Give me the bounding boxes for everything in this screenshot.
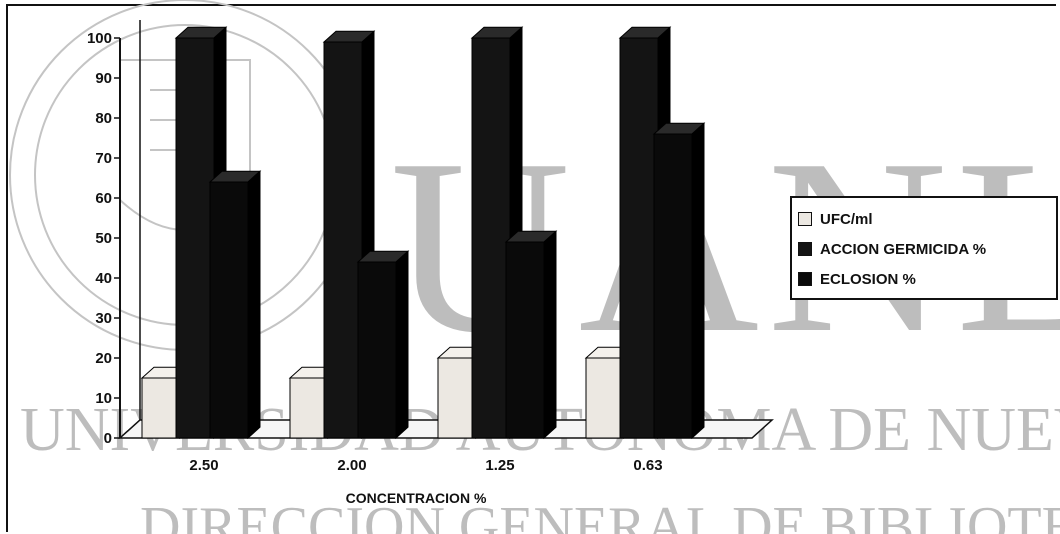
legend-item: UFC/ml [798, 204, 1056, 234]
y-tick-label: 100 [87, 30, 112, 47]
bar [323, 41, 363, 439]
y-tick-label: 0 [104, 430, 112, 447]
y-tick-label: 10 [95, 390, 112, 407]
x-tick-label: 1.25 [485, 457, 514, 474]
legend-swatch [798, 212, 812, 226]
bar [437, 357, 477, 439]
y-tick-label: 50 [95, 230, 112, 247]
x-tick-label: 2.00 [337, 457, 366, 474]
legend-label: UFC/ml [820, 210, 873, 228]
plot-area: 0 10 20 30 40 50 60 70 80 90 100 2.50 2.00 1.25 0.63 [87, 20, 774, 474]
bar [653, 133, 693, 439]
x-tick-label: 2.50 [189, 457, 218, 474]
legend-label: ACCION GERMICIDA % [820, 240, 987, 258]
bar-side-face [691, 122, 705, 440]
legend-item: ECLOSION % [798, 264, 1056, 294]
legend-swatch [798, 272, 812, 286]
bar [289, 377, 329, 439]
x-axis-title: CONCENTRACION % [346, 490, 487, 506]
y-tick-label: 30 [95, 310, 112, 327]
chart-frame [6, 4, 1056, 532]
bar-side-face [247, 170, 261, 440]
x-tick-label: 0.63 [633, 457, 662, 474]
legend-item: ACCION GERMICIDA % [798, 234, 1056, 264]
legend: UFC/ml ACCION GERMICIDA % ECLOSION % [790, 196, 1058, 300]
y-tick-label: 40 [95, 270, 112, 287]
bar [141, 377, 181, 439]
bar [357, 261, 397, 439]
bar [471, 37, 511, 439]
y-tick-label: 60 [95, 190, 112, 207]
legend-label: ECLOSION % [820, 270, 916, 288]
y-tick-label: 80 [95, 110, 112, 127]
y-tick-label: 70 [95, 150, 112, 167]
bar [175, 37, 215, 439]
bar [619, 37, 659, 439]
y-tick-label: 20 [95, 350, 112, 367]
bar-side-face [395, 250, 409, 440]
bar [585, 357, 625, 439]
y-tick-label: 90 [95, 70, 112, 87]
legend-swatch [798, 242, 812, 256]
back-wall-edge [119, 20, 141, 439]
bar [505, 241, 545, 439]
bar [209, 181, 249, 439]
bar-side-face [543, 230, 557, 440]
